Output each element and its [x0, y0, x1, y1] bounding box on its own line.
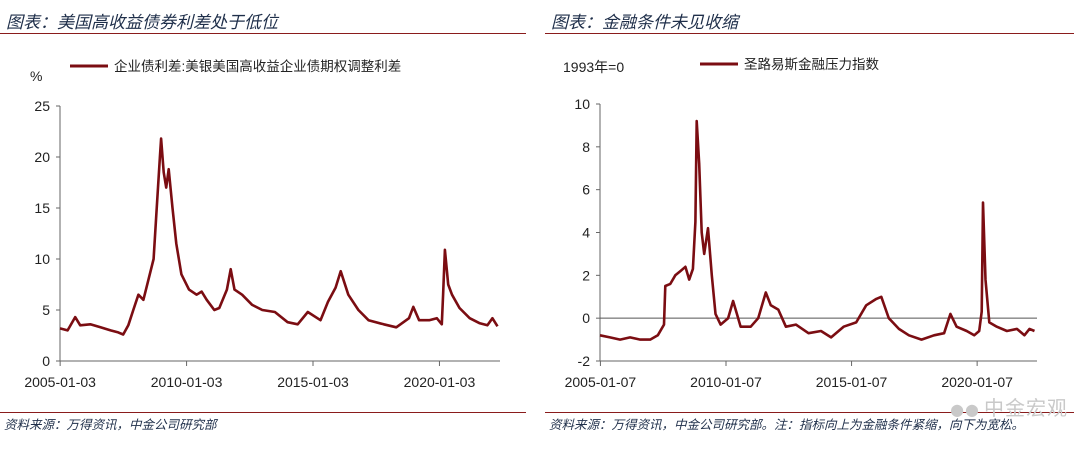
- right-source-note: 资料来源：万得资讯，中金公司研究部。注：指标向上为金融条件紧缩，向下为宽松。: [549, 417, 1025, 432]
- left-title-rule: [0, 33, 526, 34]
- left-xtick-label: 2020-01-03: [404, 374, 476, 390]
- left-unit-label: %: [30, 68, 42, 84]
- right-series-line: [599, 119, 1036, 341]
- right-ytick-label: 2: [582, 267, 590, 283]
- left-legend-label: 企业债利差:美银美国高收益企业债期权调整利差: [114, 58, 401, 74]
- watermark-text: 中金宏观: [984, 396, 1068, 420]
- right-ytick-label: 0: [582, 310, 590, 326]
- left-chart-title: 图表：美国高收益债券利差处于低位: [6, 13, 278, 33]
- left-ytick-label: 5: [42, 302, 50, 318]
- left-ytick-label: 25: [34, 98, 50, 114]
- left-source-rule: [0, 412, 526, 413]
- right-title-rule: [545, 33, 1074, 34]
- left-ytick-label: 0: [42, 353, 50, 369]
- right-legend-label: 圣路易斯金融压力指数: [744, 57, 879, 72]
- right-xtick-label: 2020-01-07: [941, 374, 1013, 390]
- right-ytick-label: -2: [578, 353, 591, 369]
- left-ytick-label: 15: [34, 200, 50, 216]
- right-ytick-label: 4: [582, 225, 590, 241]
- right-xtick-label: 2015-01-07: [816, 374, 888, 390]
- right-chart-panel: 图表：金融条件未见收缩 -2 0 2 4 6 8 10 2005-01-07 2010-01-0…: [545, 0, 1080, 454]
- left-chart-panel: 图表：美国高收益债券利差处于低位 0 5 10 15 20 25 2005-01-03 201…: [0, 0, 532, 454]
- right-ytick-label: 8: [582, 139, 590, 155]
- left-source-note: 资料来源：万得资讯，中金公司研究部: [4, 417, 217, 432]
- right-chart-svg: -2 0 2 4 6 8 10 2005-01-07 2010-01-07 2015-01-07 2…: [563, 57, 1037, 390]
- left-xtick-label: 2005-01-03: [24, 374, 96, 390]
- left-ytick-label: 20: [34, 149, 50, 165]
- right-ytick-label: 6: [582, 182, 590, 198]
- watermark: ●● 中金宏观: [950, 392, 1068, 421]
- left-xtick-label: 2010-01-03: [151, 374, 223, 390]
- wechat-icon: ●●: [950, 400, 980, 419]
- left-xtick-label: 2015-01-03: [277, 374, 349, 390]
- left-chart-svg: 0 5 10 15 20 25 2005-01-03 2010-01-03 2015-01-03…: [24, 58, 500, 390]
- left-ytick-label: 10: [34, 251, 50, 267]
- right-chart-title: 图表：金融条件未见收缩: [551, 13, 738, 33]
- left-series-line: [59, 137, 499, 336]
- right-source-rule: [545, 412, 1074, 413]
- right-ytick-label: 10: [574, 96, 590, 112]
- right-unit-label: 1993年=0: [563, 59, 624, 75]
- right-xtick-label: 2005-01-07: [565, 374, 637, 390]
- right-xtick-label: 2010-01-07: [690, 374, 762, 390]
